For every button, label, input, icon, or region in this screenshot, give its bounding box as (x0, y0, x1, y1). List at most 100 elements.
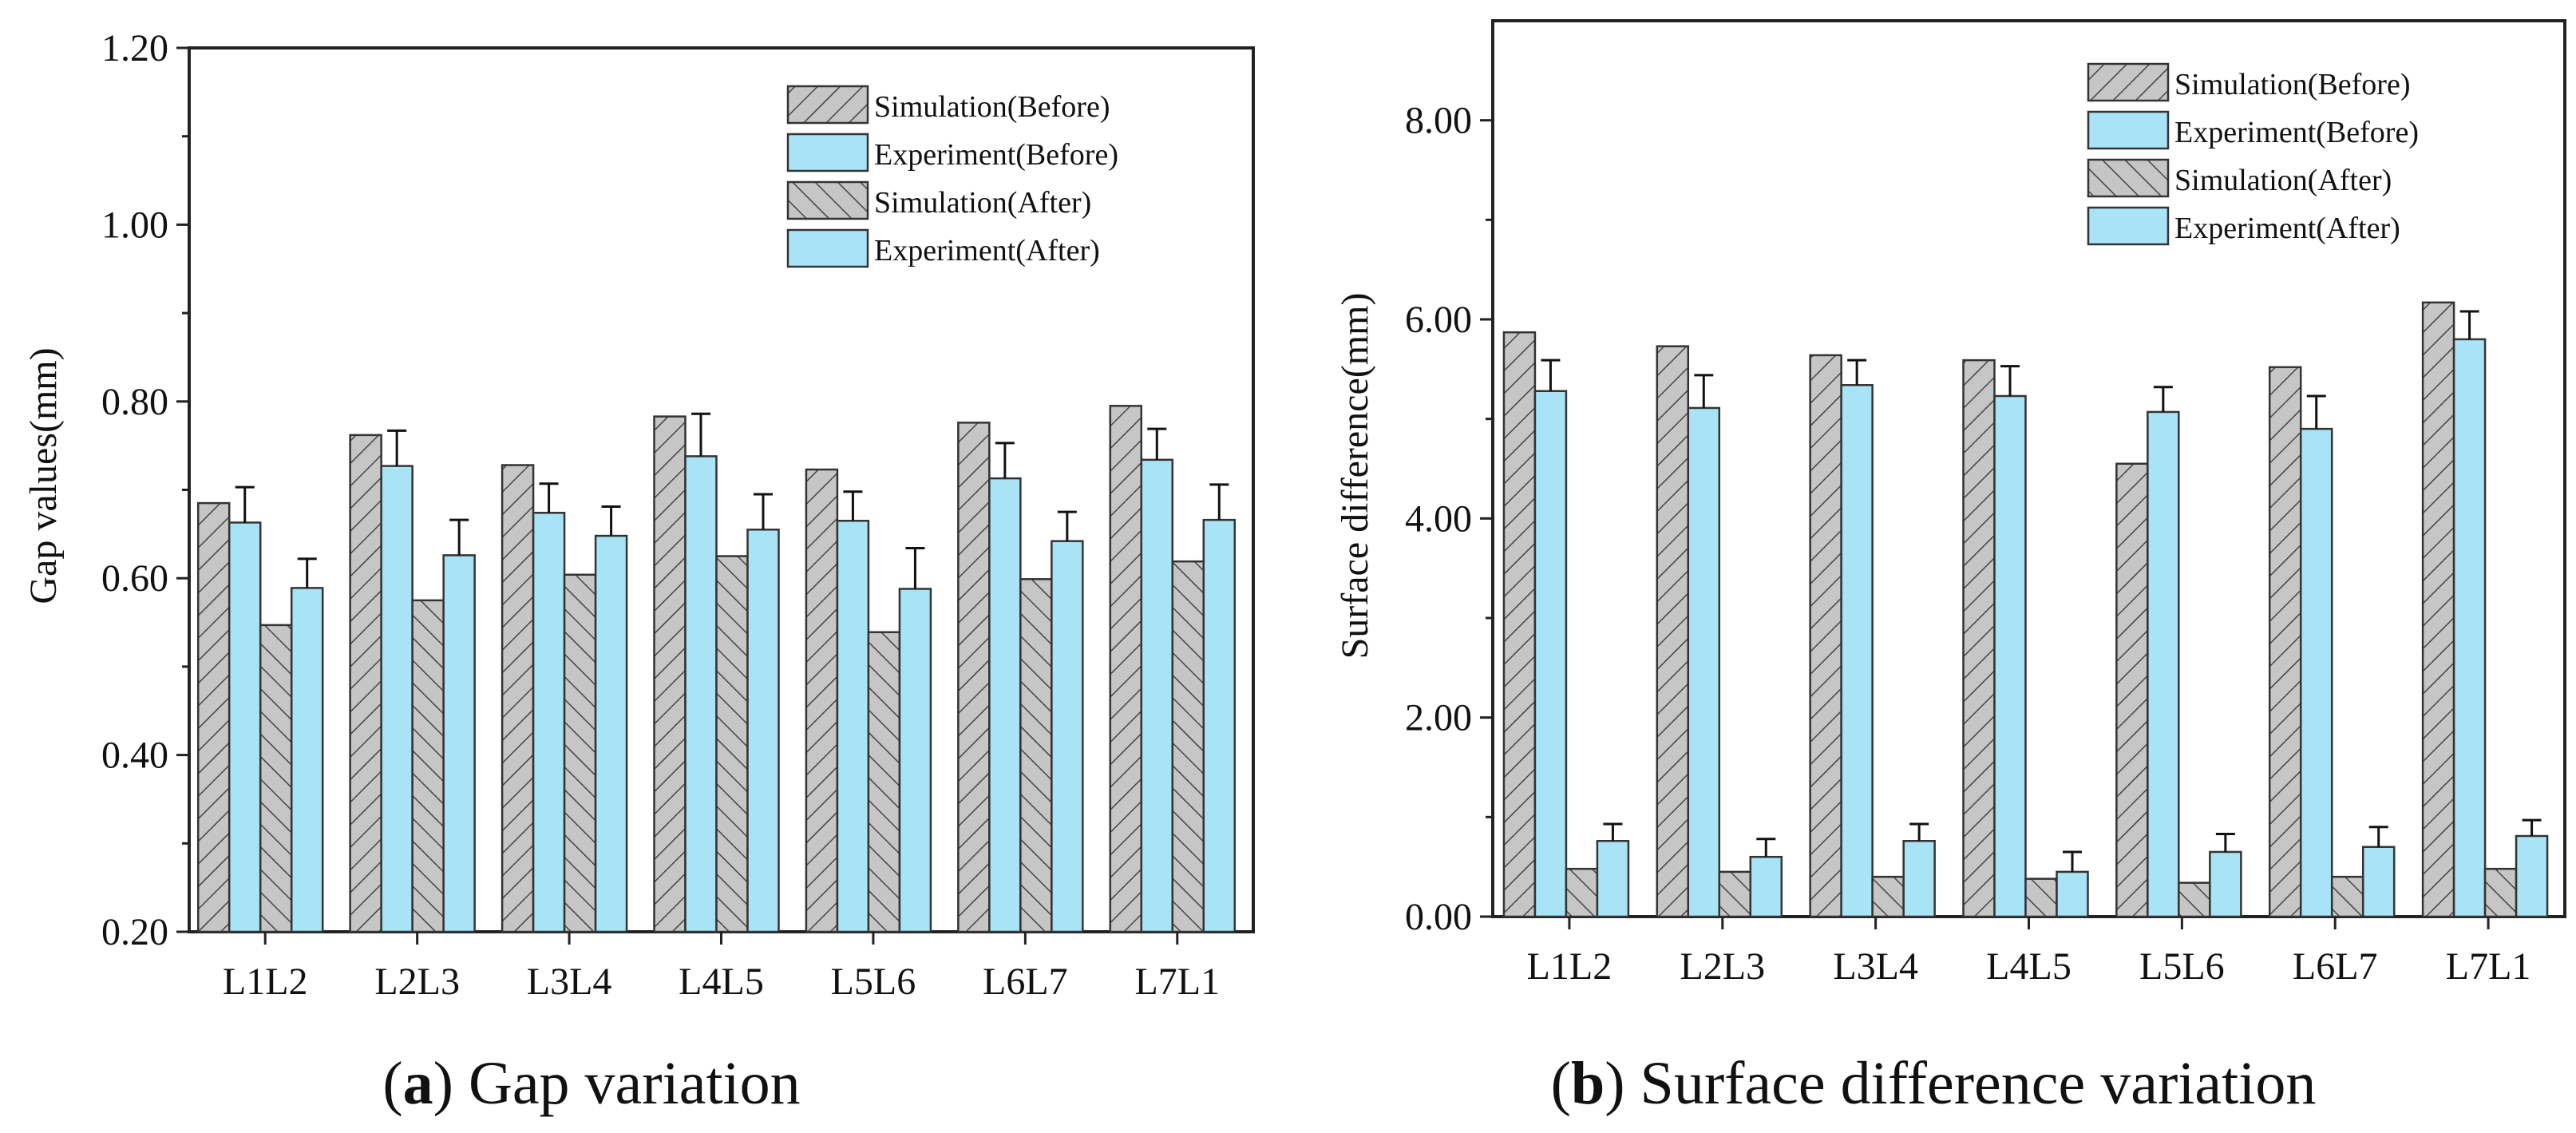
y-tick-label: 0.80 (101, 381, 168, 423)
bar-L1L2-series-3 (290, 587, 324, 933)
bar-L4L5-series-1 (684, 455, 718, 933)
plot-frame (1491, 19, 2566, 918)
x-tick-label-L2L3: L2L3 (374, 961, 460, 1003)
bar-L4L5-series-3 (2056, 870, 2089, 918)
bar-L7L1-series-2 (2483, 867, 2518, 918)
surface-caption-letter: b (1571, 1050, 1605, 1117)
x-tick-label-L7L1: L7L1 (2446, 945, 2531, 988)
surface-legend: Simulation(Before) Experiment(Before) Simu… (2087, 62, 2419, 246)
y-tick-label: 0.00 (1405, 896, 1472, 938)
bar-L1L2-series-2 (1565, 867, 1599, 918)
legend-label-2: Simulation(After) (874, 186, 1091, 220)
bar-L2L3-series-3 (442, 554, 476, 933)
bar-L6L7-series-1 (2299, 427, 2333, 918)
bar-L4L5-series-2 (715, 555, 749, 933)
y-tick-label: 4.00 (1405, 497, 1472, 540)
x-tick-label-L4L5: L4L5 (1986, 945, 2071, 988)
bar-L5L6-series-1 (836, 519, 870, 933)
bar-L6L7-series-3 (1051, 540, 1084, 933)
bar-L6L7-series-2 (1019, 578, 1053, 933)
bar-L5L6-series-2 (2178, 881, 2211, 918)
legend-swatch-3 (786, 228, 869, 268)
bar-L3L4-series-0 (501, 464, 535, 933)
bar-L3L4-series-3 (1902, 840, 1936, 918)
legend-swatch-0 (2087, 62, 2170, 102)
legend-swatch-2 (2087, 158, 2170, 198)
legend-label-0: Simulation(Before) (874, 90, 1110, 124)
x-tick-label-L6L7: L6L7 (983, 961, 1068, 1003)
bar-L3L4-series-3 (594, 534, 628, 933)
bar-L1L2-series-2 (259, 624, 293, 933)
bar-L1L2-series-1 (228, 521, 262, 933)
bar-L1L2-series-3 (1596, 840, 1630, 918)
bar-L4L5-series-2 (2024, 877, 2058, 918)
x-tick-label-L3L4: L3L4 (527, 961, 612, 1003)
legend-swatch-0 (786, 85, 869, 125)
legend-label-0: Simulation(Before) (2174, 68, 2410, 101)
bar-L2L3-series-3 (1749, 855, 1783, 918)
legend-label-2: Simulation(After) (2174, 164, 2392, 197)
bar-L1L2-series-1 (1533, 390, 1568, 918)
bar-L3L4-series-2 (1871, 875, 1905, 918)
gap-legend: Simulation(Before) Experiment(Before) Simu… (786, 85, 1118, 268)
bar-L2L3-series-1 (1687, 406, 1721, 918)
legend-label-1: Experiment(Before) (2174, 116, 2419, 149)
bar-L3L4-series-1 (1840, 384, 1874, 918)
y-tick-label: 1.20 (101, 27, 168, 69)
bar-L6L7-series-0 (957, 422, 991, 933)
legend-swatch-1 (2087, 110, 2170, 150)
y-tick-label: 0.60 (101, 557, 168, 600)
bar-L6L7-series-0 (2268, 366, 2302, 918)
y-tick-label: 0.40 (101, 735, 168, 777)
bar-L5L6-series-2 (867, 631, 901, 933)
bar-L6L7-series-3 (2361, 846, 2396, 918)
bar-L5L6-series-3 (2209, 850, 2242, 918)
x-tick-label-L4L5: L4L5 (679, 961, 764, 1003)
bar-L7L1-series-1 (1140, 458, 1174, 933)
bar-L3L4-series-0 (1809, 354, 1842, 918)
bar-L2L3-series-0 (1656, 345, 1690, 918)
bar-L5L6-series-1 (2147, 410, 2180, 918)
gap-caption-letter: a (403, 1050, 433, 1117)
bar-L3L4-series-1 (532, 512, 566, 933)
x-tick-label-L6L7: L6L7 (2293, 945, 2378, 988)
bar-L7L1-series-2 (1171, 560, 1205, 933)
bar-L1L2-series-0 (196, 501, 231, 933)
x-tick-label-L2L3: L2L3 (1680, 945, 1765, 988)
legend-swatch-2 (786, 180, 869, 220)
y-tick-label: 1.00 (101, 204, 168, 246)
bar-L7L1-series-0 (1109, 405, 1143, 933)
x-tick-label-L5L6: L5L6 (831, 961, 916, 1003)
surface-caption-text: Surface difference variation (1625, 1050, 2317, 1117)
gap-chart-marks: 0.20 0.40 0.60 0.80 1.00 1.20 L1L2 L2L3 L3L4 L4L5… (101, 27, 1255, 1003)
gap-caption: (a) Gap variation (382, 1050, 800, 1117)
surface-chart-marks: 0.00 2.00 4.00 6.00 8.00 L1L2 L2L3 L3L4 L4L5 L5L6… (1405, 19, 2566, 988)
bar-L5L6-series-3 (898, 588, 932, 933)
y-tick-label: 0.20 (101, 911, 168, 953)
gap-caption-text: Gap variation (453, 1050, 801, 1117)
legend-swatch-1 (786, 133, 869, 172)
y-tick-label: 8.00 (1405, 100, 1472, 142)
legend-label-3: Experiment(After) (874, 234, 1100, 267)
y-tick-label: 2.00 (1405, 697, 1472, 739)
bar-L4L5-series-0 (1962, 359, 1996, 918)
bar-L4L5-series-1 (1993, 394, 2027, 918)
bar-L6L7-series-1 (988, 477, 1022, 933)
x-tick-label-L1L2: L1L2 (1527, 945, 1612, 988)
bar-L7L1-series-0 (2421, 301, 2455, 918)
bar-L2L3-series-2 (411, 599, 445, 933)
bar-L4L5-series-0 (653, 415, 687, 933)
bar-L7L1-series-3 (1202, 518, 1237, 933)
bar-L2L3-series-1 (380, 465, 414, 933)
bar-L2L3-series-2 (1718, 870, 1752, 918)
bar-L2L3-series-0 (349, 434, 382, 933)
bar-L6L7-series-2 (2330, 875, 2364, 918)
bar-L4L5-series-3 (746, 529, 780, 933)
x-tick-label-L5L6: L5L6 (2139, 945, 2225, 988)
bar-L7L1-series-3 (2515, 834, 2549, 918)
y-tick-label: 6.00 (1405, 299, 1472, 341)
bar-L5L6-series-0 (805, 468, 839, 933)
bar-L1L2-series-0 (1502, 331, 1537, 918)
surface-difference-chart: 0.00 2.00 4.00 6.00 8.00 L1L2 L2L3 L3L4 L4L5 L5L6… (1334, 19, 2566, 1117)
